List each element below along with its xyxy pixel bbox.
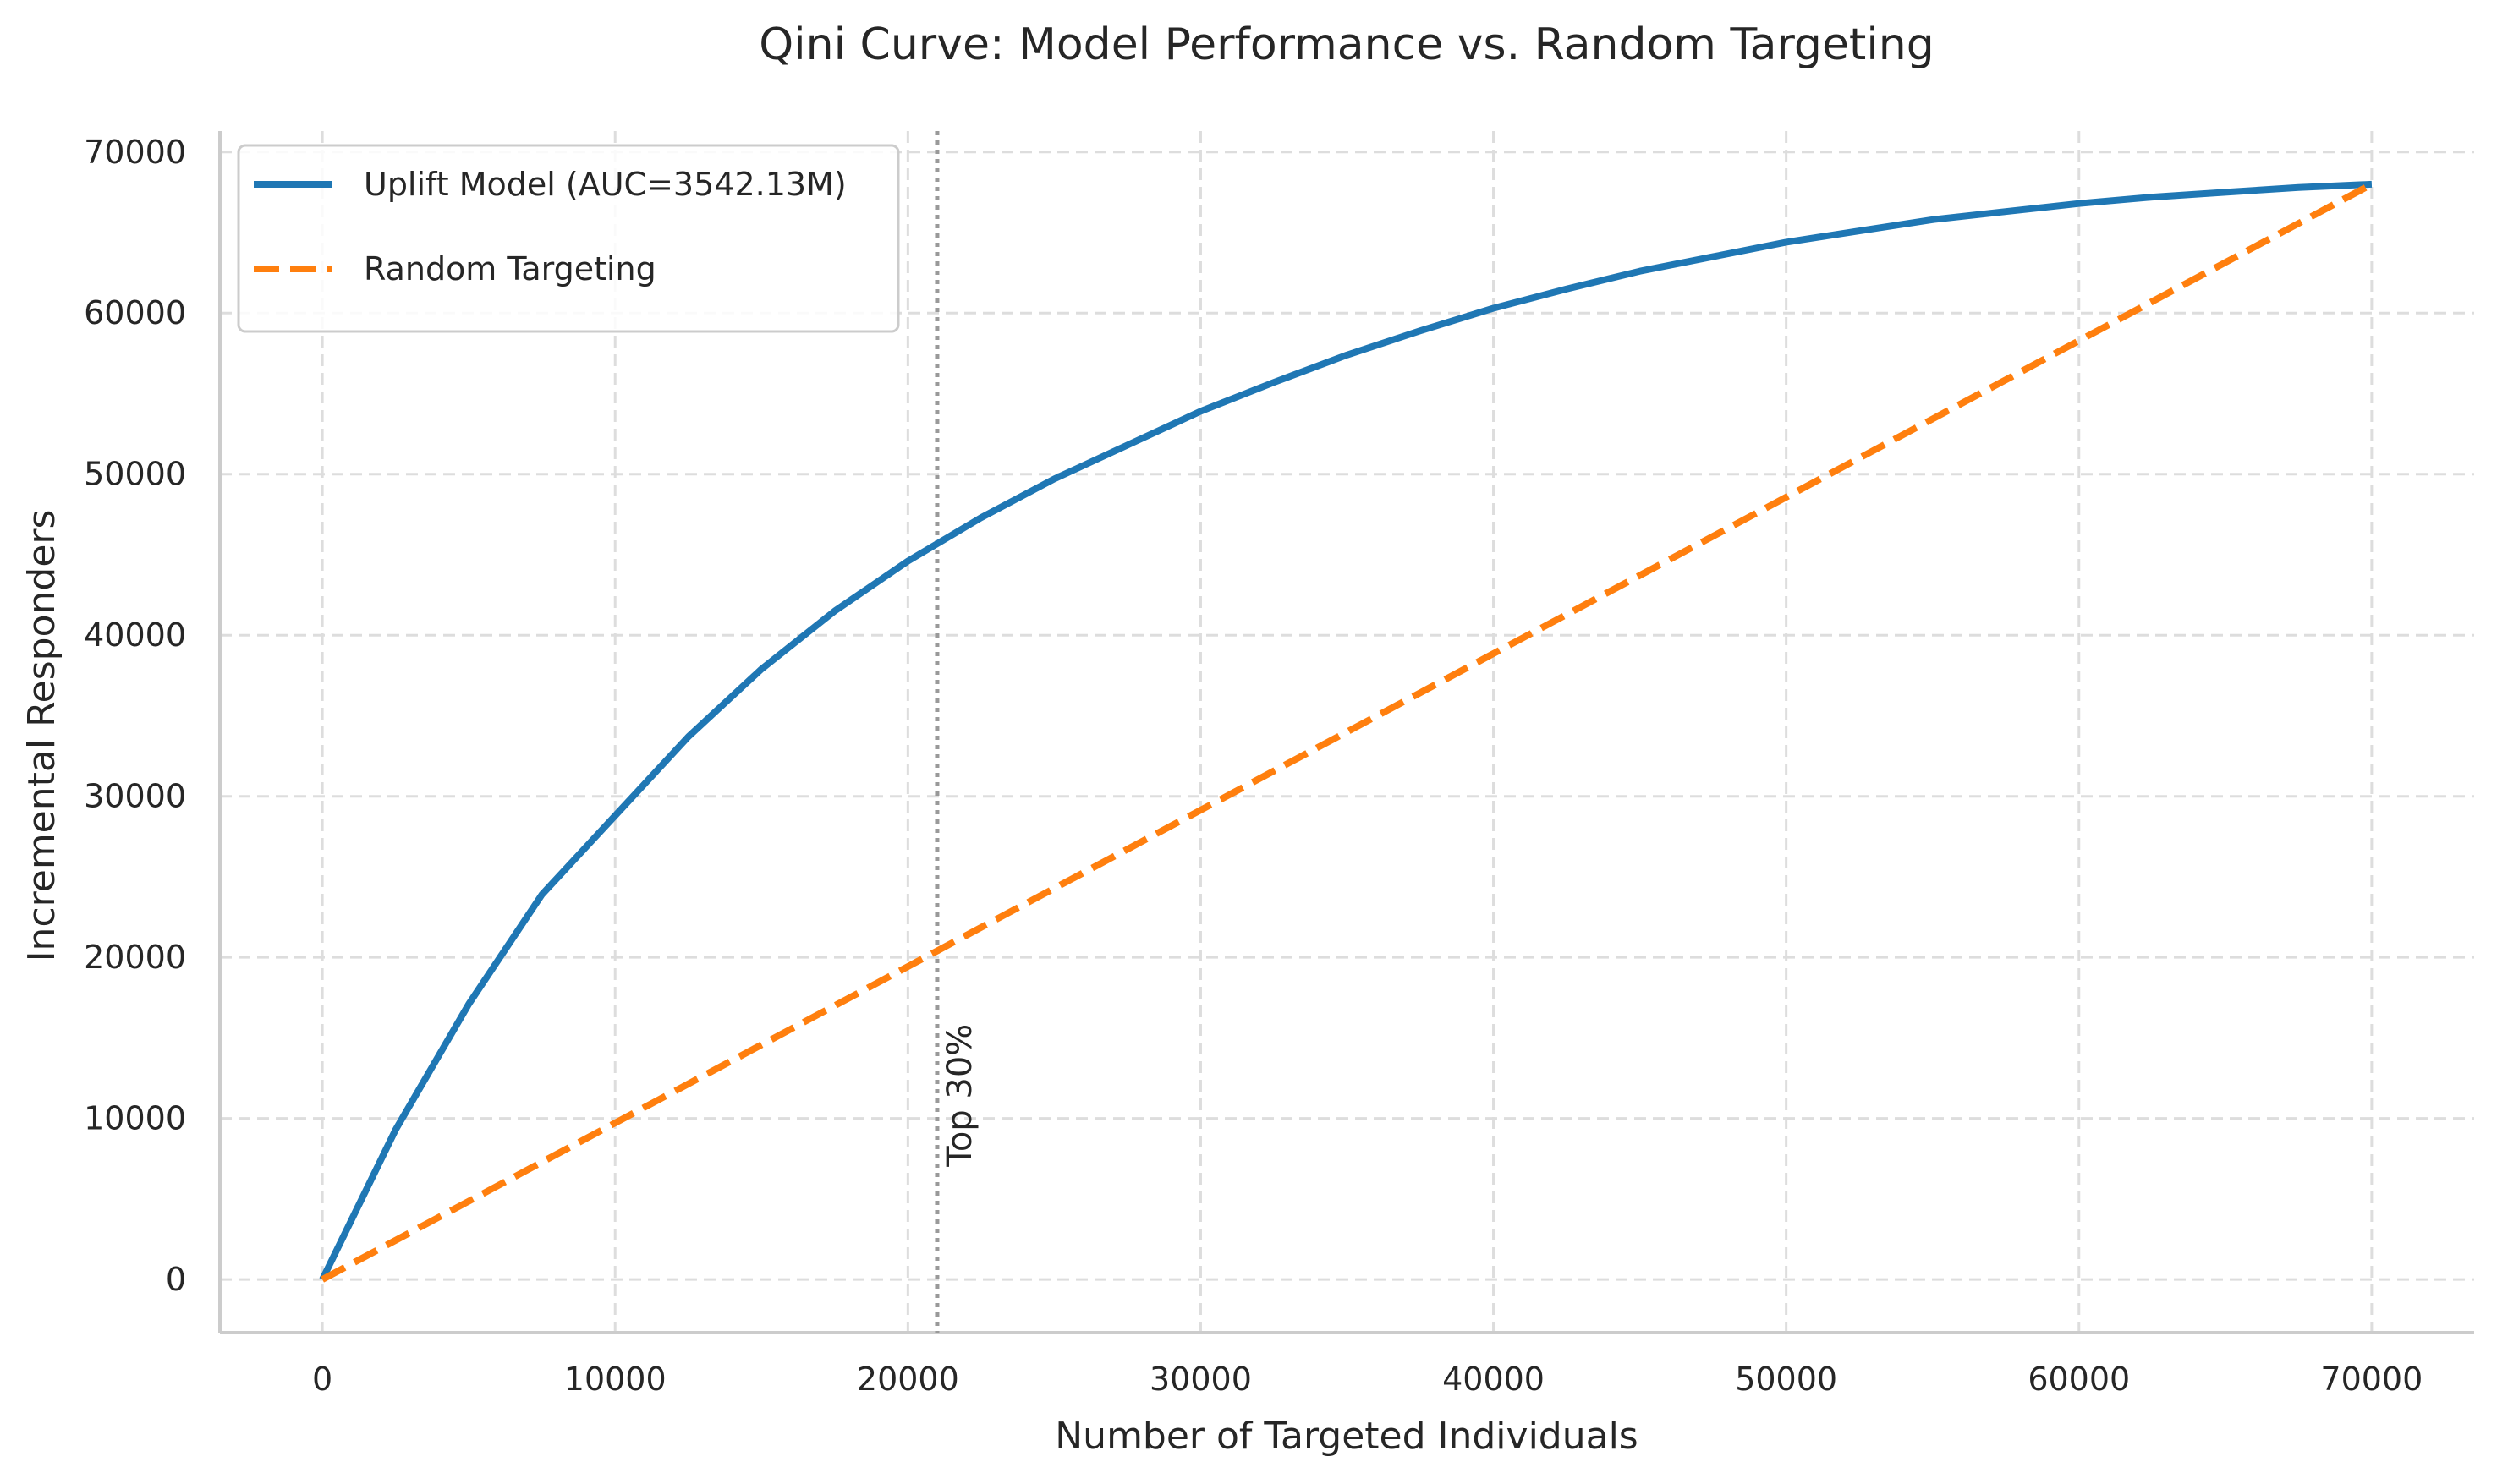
chart-title: Qini Curve: Model Performance vs. Random… (759, 19, 1934, 70)
x-axis-label: Number of Targeted Individuals (1055, 1415, 1638, 1458)
x-tick-label-1: 10000 (564, 1361, 667, 1398)
annotations: Top 30% (935, 131, 980, 1333)
grid (220, 131, 2474, 1333)
y-tick-label-4: 40000 (84, 616, 186, 654)
y-tick-label-5: 50000 (84, 456, 186, 493)
legend-label-1: Random Targeting (364, 250, 656, 287)
y-axis-label: Incremental Responders (20, 510, 63, 962)
x-tick-label-3: 30000 (1150, 1361, 1252, 1398)
x-tick-label-6: 60000 (2028, 1361, 2130, 1398)
series-line-1 (321, 181, 2374, 1283)
y-tick-label-6: 60000 (84, 294, 186, 331)
legend-label-0: Uplift Model (AUC=3542.13M) (364, 166, 847, 203)
y-tick-label-3: 30000 (84, 778, 186, 815)
series-line-0 (319, 180, 2373, 1281)
axes (218, 131, 2474, 1334)
y-tick-label-0: 0 (166, 1261, 186, 1298)
y-tick-label-7: 70000 (84, 134, 186, 171)
y-tick-labels: 0 10000 20000 30000 40000 50000 60000 70000 (84, 134, 186, 1298)
y-tick-label-1: 10000 (84, 1100, 186, 1137)
x-tick-label-4: 40000 (1442, 1361, 1545, 1398)
x-tick-label-5: 50000 (1735, 1361, 1837, 1398)
x-tick-labels: 0 10000 20000 30000 40000 50000 60000 70000 (312, 1361, 2423, 1398)
x-tick-label-2: 20000 (857, 1361, 959, 1398)
x-tick-label-7: 70000 (2320, 1361, 2423, 1398)
series-group (319, 180, 2374, 1283)
annotation-label-0: Top 30% (941, 1024, 980, 1168)
legend: Uplift Model (AUC=3542.13M) Random Target… (237, 144, 900, 333)
x-tick-label-0: 0 (312, 1361, 332, 1398)
y-tick-label-2: 20000 (84, 939, 186, 976)
legend-box (237, 144, 900, 333)
